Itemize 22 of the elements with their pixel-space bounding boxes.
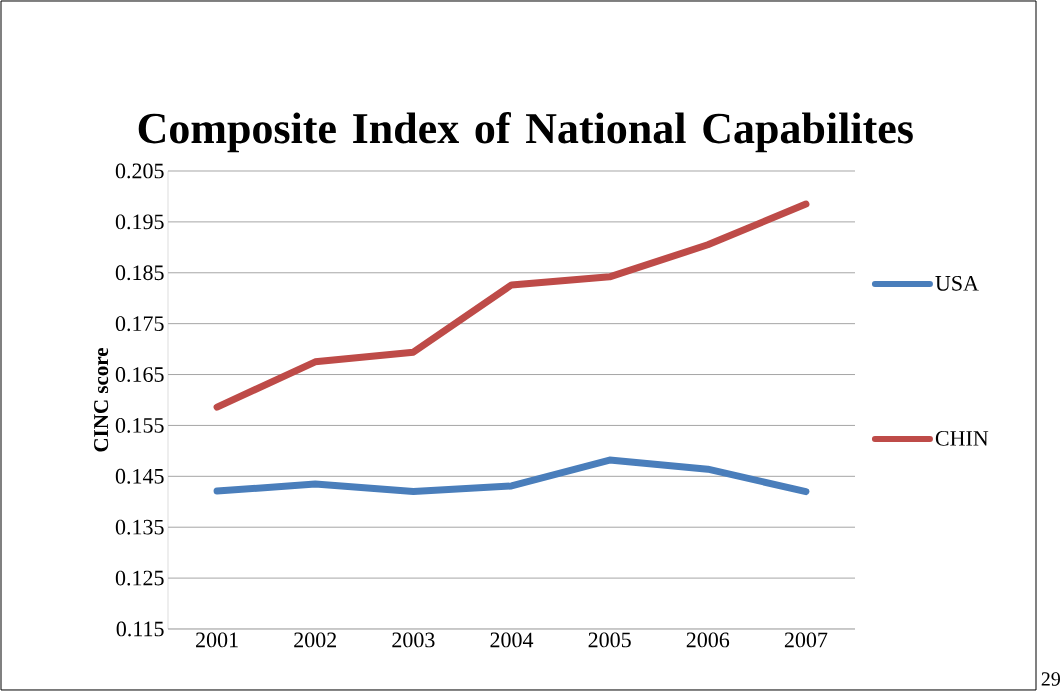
- x-tick-label: 2007: [784, 632, 828, 648]
- y-axis-title: CINC score: [94, 347, 109, 452]
- y-tick-label: 0.125: [115, 570, 164, 586]
- y-tick-label: 0.135: [115, 519, 164, 535]
- x-tick-label: 2004: [490, 632, 534, 648]
- legend-label: USA: [935, 275, 979, 291]
- y-tick-label: 0.185: [115, 265, 164, 281]
- x-tick-label: 2001: [196, 632, 238, 648]
- y-tick-label: 0.165: [115, 367, 164, 383]
- x-tick-label: 2006: [686, 632, 730, 648]
- text: 29: [1041, 672, 1060, 686]
- y-tick-label: 0.155: [115, 417, 164, 433]
- y-tick-label: 0.205: [115, 163, 164, 179]
- y-tick-label: 0.175: [115, 316, 164, 332]
- y-tick-label: 0.145: [115, 468, 164, 484]
- x-tick-label: 2003: [392, 632, 435, 648]
- chart-title: Composite Index of National Capabilites: [138, 111, 913, 153]
- y-tick-label: 0.115: [116, 621, 164, 637]
- legend-label: CHIN: [935, 430, 989, 446]
- y-tick-label: 0.195: [115, 214, 164, 230]
- x-tick-label: 2002: [294, 632, 336, 648]
- x-tick-label: 2005: [588, 632, 631, 648]
